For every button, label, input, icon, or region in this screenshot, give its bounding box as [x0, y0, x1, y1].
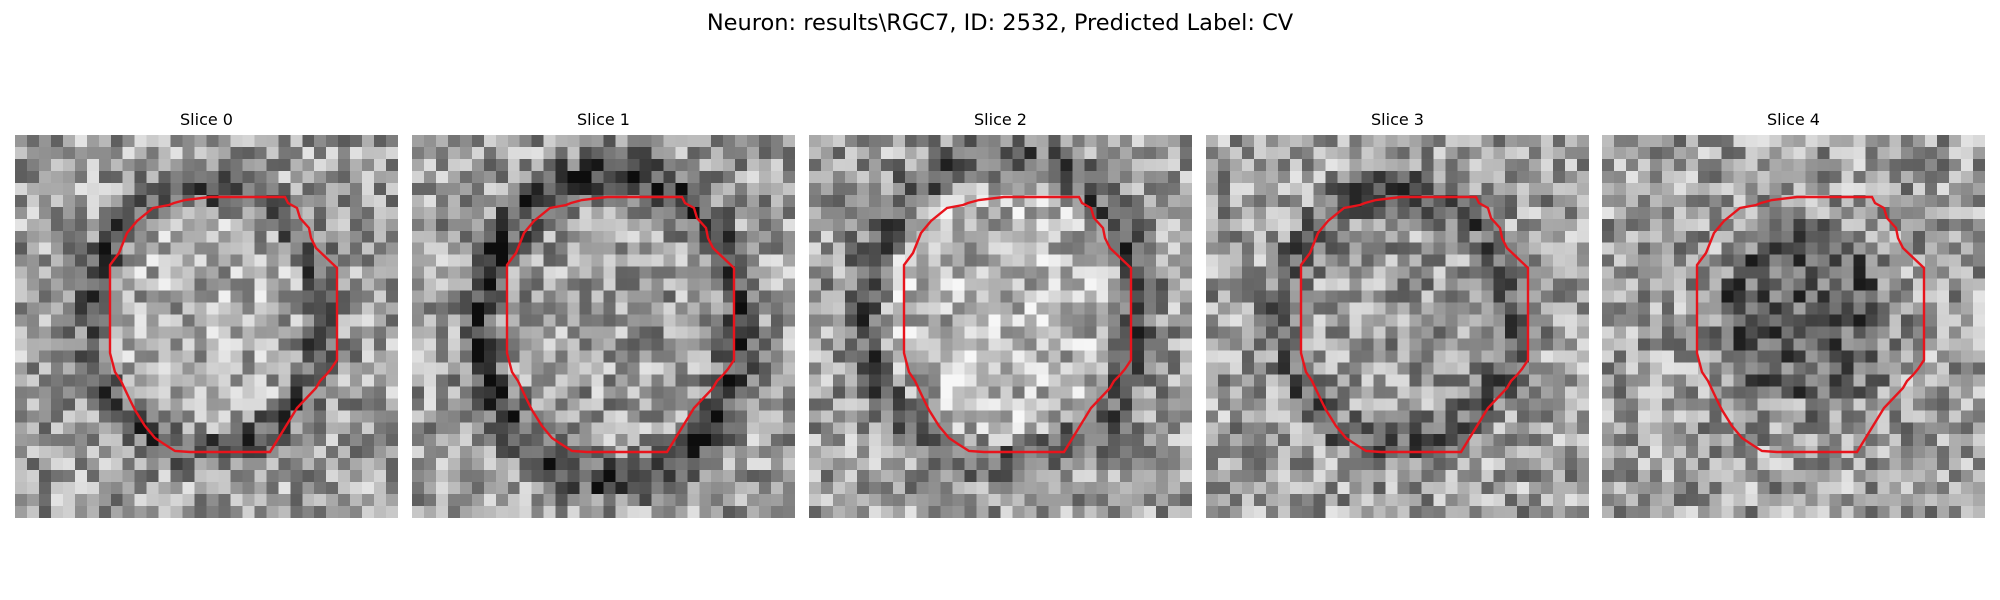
slice-panel: Slice 0: [15, 110, 398, 518]
slice-panel: Slice 1: [412, 110, 795, 518]
slice-panel: Slice 3: [1206, 110, 1589, 518]
segmentation-outline: [108, 195, 339, 454]
slice-title: Slice 3: [1371, 110, 1424, 129]
segmentation-outline: [505, 195, 736, 454]
segmentation-outline: [902, 195, 1133, 454]
segmentation-outline: [1695, 195, 1926, 454]
slice-panel: Slice 4: [1602, 110, 1985, 518]
slice-image: [412, 135, 795, 518]
figure-title: Neuron: results\RGC7, ID: 2532, Predicte…: [706, 10, 1294, 36]
slice-panel: Slice 2: [809, 110, 1192, 518]
slice-image: [809, 135, 1192, 518]
slice-title: Slice 1: [577, 110, 630, 129]
slice-image: [1602, 135, 1985, 518]
slice-title: Slice 0: [180, 110, 233, 129]
slice-image: [15, 135, 398, 518]
slice-image: [1206, 135, 1589, 518]
slice-title: Slice 4: [1767, 110, 1820, 129]
slice-title: Slice 2: [974, 110, 1027, 129]
segmentation-outline: [1299, 195, 1530, 454]
